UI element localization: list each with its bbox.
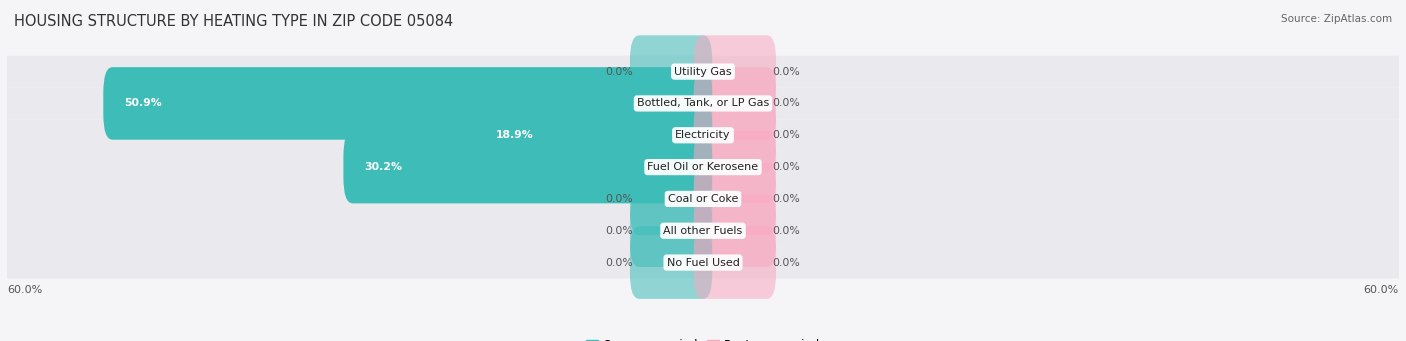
FancyBboxPatch shape: [630, 226, 713, 299]
Text: 0.0%: 0.0%: [773, 66, 800, 77]
FancyBboxPatch shape: [7, 88, 1399, 119]
FancyBboxPatch shape: [103, 67, 713, 140]
Text: 0.0%: 0.0%: [773, 194, 800, 204]
FancyBboxPatch shape: [693, 226, 776, 299]
FancyBboxPatch shape: [7, 247, 1399, 279]
FancyBboxPatch shape: [7, 215, 1399, 247]
Text: Bottled, Tank, or LP Gas: Bottled, Tank, or LP Gas: [637, 99, 769, 108]
Text: 60.0%: 60.0%: [1364, 285, 1399, 296]
FancyBboxPatch shape: [7, 56, 1399, 88]
FancyBboxPatch shape: [693, 131, 776, 203]
Text: Source: ZipAtlas.com: Source: ZipAtlas.com: [1281, 14, 1392, 24]
FancyBboxPatch shape: [630, 163, 713, 235]
Text: 0.0%: 0.0%: [773, 226, 800, 236]
Text: 60.0%: 60.0%: [7, 285, 42, 296]
FancyBboxPatch shape: [630, 194, 713, 267]
Text: 0.0%: 0.0%: [773, 99, 800, 108]
Text: 50.9%: 50.9%: [124, 99, 162, 108]
Text: 0.0%: 0.0%: [606, 194, 633, 204]
Text: Fuel Oil or Kerosene: Fuel Oil or Kerosene: [647, 162, 759, 172]
Text: Utility Gas: Utility Gas: [675, 66, 731, 77]
Text: 0.0%: 0.0%: [606, 257, 633, 268]
FancyBboxPatch shape: [693, 99, 776, 172]
Text: All other Fuels: All other Fuels: [664, 226, 742, 236]
Legend: Owner-occupied, Renter-occupied: Owner-occupied, Renter-occupied: [586, 339, 820, 341]
Text: Coal or Coke: Coal or Coke: [668, 194, 738, 204]
FancyBboxPatch shape: [693, 35, 776, 108]
Text: 0.0%: 0.0%: [773, 257, 800, 268]
Text: 0.0%: 0.0%: [773, 130, 800, 140]
Text: Electricity: Electricity: [675, 130, 731, 140]
FancyBboxPatch shape: [630, 35, 713, 108]
FancyBboxPatch shape: [7, 119, 1399, 151]
Text: 18.9%: 18.9%: [495, 130, 533, 140]
Text: No Fuel Used: No Fuel Used: [666, 257, 740, 268]
Text: 30.2%: 30.2%: [364, 162, 402, 172]
FancyBboxPatch shape: [7, 151, 1399, 183]
Text: HOUSING STRUCTURE BY HEATING TYPE IN ZIP CODE 05084: HOUSING STRUCTURE BY HEATING TYPE IN ZIP…: [14, 14, 453, 29]
FancyBboxPatch shape: [693, 194, 776, 267]
Text: 0.0%: 0.0%: [773, 162, 800, 172]
FancyBboxPatch shape: [693, 67, 776, 140]
FancyBboxPatch shape: [693, 163, 776, 235]
Text: 0.0%: 0.0%: [606, 226, 633, 236]
FancyBboxPatch shape: [474, 99, 713, 172]
FancyBboxPatch shape: [343, 131, 713, 203]
FancyBboxPatch shape: [7, 183, 1399, 215]
Text: 0.0%: 0.0%: [606, 66, 633, 77]
